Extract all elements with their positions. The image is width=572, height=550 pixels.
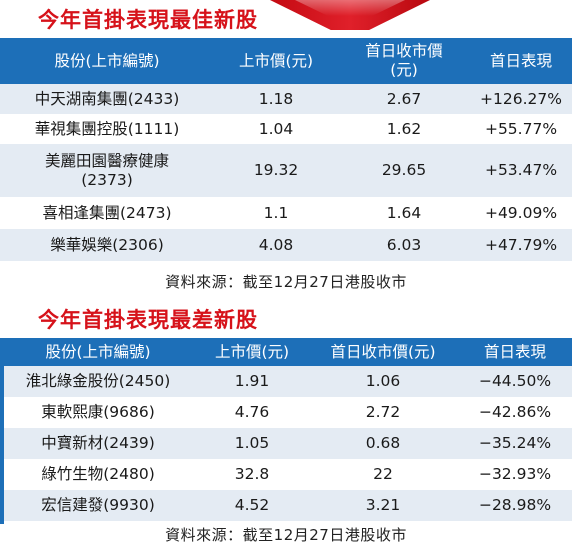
first-day-close-cell: 0.68 xyxy=(308,428,458,459)
listing-price-cell: 1.1 xyxy=(214,197,338,229)
stock-name-cell: 樂華娛樂(2306) xyxy=(0,229,214,261)
first-day-close-cell: 6.03 xyxy=(338,229,470,261)
listing-price-cell: 1.05 xyxy=(196,428,308,459)
header-listing-price: 上市價(元) xyxy=(214,38,338,84)
table-row: 中寶新材(2439) 1.05 0.68 −35.24% xyxy=(0,428,572,459)
table-row: 綠竹生物(2480) 32.8 22 −32.93% xyxy=(0,459,572,490)
header-first-day-close: 首日收市價 (元) xyxy=(338,38,470,84)
listing-price-cell: 1.91 xyxy=(196,366,308,397)
first-day-close-cell: 1.62 xyxy=(338,114,470,144)
table-row: 宏信建發(9930) 4.52 3.21 −28.98% xyxy=(0,490,572,521)
listing-price-cell: 4.08 xyxy=(214,229,338,261)
header-stock: 股份(上市編號) xyxy=(0,38,214,84)
table-left-border xyxy=(0,338,4,524)
worst-header-row: 股份(上市編號) 上市價(元) 首日收市價(元) 首日表現 xyxy=(0,338,572,366)
header-listing-price: 上市價(元) xyxy=(196,338,308,366)
first-day-close-cell: 2.67 xyxy=(338,84,470,114)
header-first-day-performance: 首日表現 xyxy=(470,38,572,84)
first-day-performance-cell: −44.50% xyxy=(458,366,572,397)
first-day-performance-cell: −35.24% xyxy=(458,428,572,459)
listing-price-cell: 4.76 xyxy=(196,397,308,428)
header-first-day-close: 首日收市價(元) xyxy=(308,338,458,366)
first-day-performance-cell: +49.09% xyxy=(470,197,572,229)
stock-name-cell: 東軟熙康(9686) xyxy=(0,397,196,428)
stock-name-cell: 喜相逢集團(2473) xyxy=(0,197,214,229)
stock-name-cell: 宏信建發(9930) xyxy=(0,490,196,521)
listing-price-cell: 1.04 xyxy=(214,114,338,144)
table-row: 中天湖南集團(2433) 1.18 2.67 +126.27% xyxy=(0,84,572,114)
table-row: 樂華娛樂(2306) 4.08 6.03 +47.79% xyxy=(0,229,572,261)
best-source-note: 資料來源：截至12月27日港股收市 xyxy=(165,273,407,291)
stock-name-cell: 中天湖南集團(2433) xyxy=(0,84,214,114)
table-row: 東軟熙康(9686) 4.76 2.72 −42.86% xyxy=(0,397,572,428)
best-ipo-table: 股份(上市編號) 上市價(元) 首日收市價 (元) 首日表現 中天湖南集團(24… xyxy=(0,38,572,261)
banner-shine xyxy=(295,0,405,16)
listing-price-cell: 4.52 xyxy=(196,490,308,521)
table-row: 美麗田園醫療健康 (2373) 19.32 29.65 +53.47% xyxy=(0,144,572,197)
first-day-close-cell: 3.21 xyxy=(308,490,458,521)
table-row: 淮北綠金股份(2450) 1.91 1.06 −44.50% xyxy=(0,366,572,397)
listing-price-cell: 1.18 xyxy=(214,84,338,114)
table-row: 喜相逢集團(2473) 1.1 1.64 +49.09% xyxy=(0,197,572,229)
best-header-row: 股份(上市編號) 上市價(元) 首日收市價 (元) 首日表現 xyxy=(0,38,572,84)
table-row: 華視集團控股(1111) 1.04 1.62 +55.77% xyxy=(0,114,572,144)
first-day-close-cell: 1.64 xyxy=(338,197,470,229)
first-day-performance-cell: +126.27% xyxy=(470,84,572,114)
worst-ipo-title: 今年首掛表現最差新股 xyxy=(38,308,258,332)
first-day-close-cell: 2.72 xyxy=(308,397,458,428)
first-day-performance-cell: +53.47% xyxy=(470,144,572,197)
first-day-close-cell: 22 xyxy=(308,459,458,490)
first-day-close-cell: 29.65 xyxy=(338,144,470,197)
listing-price-cell: 32.8 xyxy=(196,459,308,490)
stock-name-cell: 淮北綠金股份(2450) xyxy=(0,366,196,397)
worst-ipo-table: 股份(上市編號) 上市價(元) 首日收市價(元) 首日表現 淮北綠金股份(245… xyxy=(0,338,572,521)
header-stock: 股份(上市編號) xyxy=(0,338,196,366)
best-ipo-title: 今年首掛表現最佳新股 xyxy=(38,8,258,32)
first-day-performance-cell: −32.93% xyxy=(458,459,572,490)
header-first-day-performance: 首日表現 xyxy=(458,338,572,366)
first-day-performance-cell: +55.77% xyxy=(470,114,572,144)
stock-name-cell: 華視集團控股(1111) xyxy=(0,114,214,144)
first-day-performance-cell: −28.98% xyxy=(458,490,572,521)
stock-name-cell: 中寶新材(2439) xyxy=(0,428,196,459)
first-day-performance-cell: −42.86% xyxy=(458,397,572,428)
worst-source-note: 資料來源：截至12月27日港股收市 xyxy=(165,526,407,544)
first-day-performance-cell: +47.79% xyxy=(470,229,572,261)
stock-name-cell: 綠竹生物(2480) xyxy=(0,459,196,490)
listing-price-cell: 19.32 xyxy=(214,144,338,197)
stock-name-cell: 美麗田園醫療健康 (2373) xyxy=(0,144,214,197)
first-day-close-cell: 1.06 xyxy=(308,366,458,397)
